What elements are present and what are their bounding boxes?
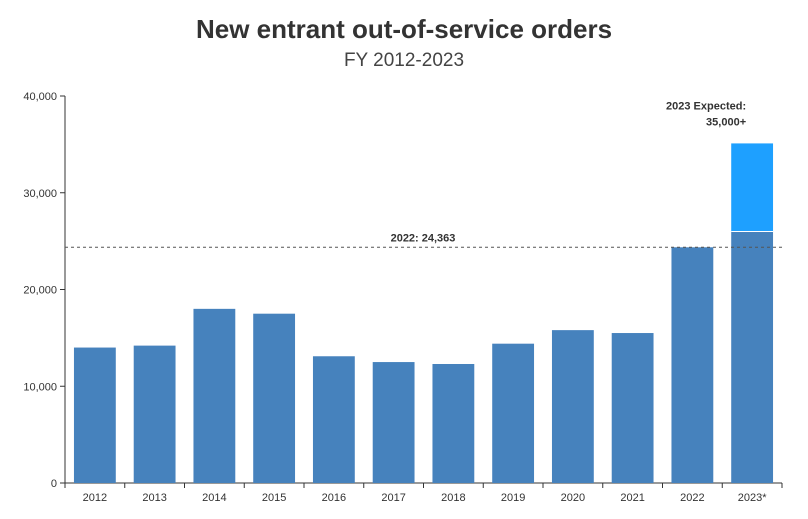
bar bbox=[492, 343, 535, 483]
bar bbox=[372, 362, 415, 483]
chart-title: New entrant out-of-service orders bbox=[195, 14, 613, 44]
bar bbox=[611, 333, 654, 483]
bar bbox=[671, 247, 714, 483]
x-tick-label: 2021 bbox=[620, 492, 644, 504]
x-tick-label: 2014 bbox=[202, 492, 226, 504]
reference-line-label: 2022: 24,363 bbox=[391, 232, 456, 244]
bar bbox=[432, 363, 475, 483]
x-tick-label: 2018 bbox=[441, 492, 465, 504]
x-tick-label: 2016 bbox=[322, 492, 346, 504]
y-tick-label: 20,000 bbox=[23, 285, 57, 297]
bar bbox=[253, 313, 296, 483]
bar bbox=[73, 347, 116, 483]
bar bbox=[731, 231, 774, 483]
y-tick-label: 30,000 bbox=[23, 188, 57, 200]
bar bbox=[193, 308, 236, 483]
x-tick-label: 2017 bbox=[381, 492, 405, 504]
chart-subtitle: FY 2012-2023 bbox=[343, 50, 465, 71]
expected-label-line2: 35,000+ bbox=[706, 116, 746, 128]
bar bbox=[551, 330, 594, 483]
x-tick-label: 2015 bbox=[262, 492, 286, 504]
x-tick-label: 2013 bbox=[142, 492, 166, 504]
x-tick-label: 2012 bbox=[83, 492, 107, 504]
y-tick-label: 10,000 bbox=[23, 381, 57, 393]
bar bbox=[133, 345, 176, 483]
y-tick-label: 40,000 bbox=[23, 91, 57, 103]
x-tick-label: 2022 bbox=[680, 492, 704, 504]
expected-bar-segment bbox=[731, 143, 774, 232]
expected-label-line1: 2023 Expected: bbox=[666, 100, 746, 112]
x-tick-label: 2019 bbox=[501, 492, 525, 504]
bar bbox=[312, 356, 355, 483]
x-tick-label: 2020 bbox=[561, 492, 585, 504]
x-tick-label: 2023* bbox=[738, 492, 767, 504]
y-tick-label: 0 bbox=[51, 478, 57, 490]
